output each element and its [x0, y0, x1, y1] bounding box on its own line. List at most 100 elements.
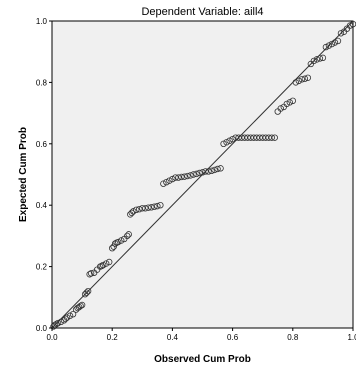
data-point-24	[99, 261, 107, 269]
x-axis: 0.0 0.2 0.4 0.6 0.8 1.0	[46, 328, 356, 342]
y-axis: 0.0 0.2 0.4 0.6 0.8 1.0	[36, 17, 52, 333]
y-axis-title: Expected Cum Prob	[18, 127, 29, 222]
data-point-32	[118, 237, 125, 244]
data-point-40	[136, 205, 143, 213]
data-point-90	[286, 99, 293, 106]
data-point-69	[223, 139, 230, 146]
data-point-44	[148, 204, 155, 211]
data-point-35	[125, 231, 132, 238]
data-point-34	[124, 232, 131, 240]
data-point-4	[57, 318, 65, 326]
data-point-37	[128, 209, 135, 217]
data-point-25	[102, 260, 110, 267]
data-point-9	[69, 310, 77, 318]
data-point-98	[310, 57, 318, 65]
data-point-101	[319, 54, 327, 62]
chart-title: Dependent Variable: aill4	[141, 6, 263, 18]
data-point-95	[301, 75, 309, 82]
data-point-31	[115, 238, 122, 246]
data-point-18	[86, 271, 93, 278]
data-point-48	[160, 180, 167, 187]
data-point-78	[250, 134, 257, 141]
y-tick-label: 0.8	[36, 78, 48, 87]
y-tick-label: 0.6	[36, 140, 48, 149]
data-point-94	[298, 76, 306, 83]
x-tick-label: 0.6	[227, 333, 239, 342]
data-point-107	[337, 30, 345, 37]
data-point-16	[83, 289, 90, 296]
data-point-79	[253, 134, 260, 141]
data-point-51	[169, 175, 176, 183]
data-point-28	[110, 243, 117, 250]
y-tick-label: 0.2	[36, 263, 48, 272]
data-point-8	[66, 312, 74, 319]
data-point-76	[244, 134, 251, 141]
data-point-83	[265, 134, 272, 141]
data-point-26	[105, 258, 113, 266]
data-point-81	[259, 134, 266, 141]
data-point-104	[328, 40, 336, 48]
data-point-56	[184, 172, 191, 180]
x-axis-title: Observed Cum Prob	[154, 354, 251, 365]
data-point-70	[226, 137, 233, 144]
data-point-103	[325, 42, 333, 49]
y-tick-label: 0.4	[36, 201, 48, 210]
data-point-62	[202, 168, 209, 175]
data-point-50	[166, 177, 173, 184]
data-point-82	[262, 134, 269, 141]
data-point-73	[235, 134, 242, 141]
data-point-13	[77, 302, 84, 310]
data-point-92	[292, 79, 300, 86]
data-point-110	[346, 22, 354, 29]
reference-line	[51, 20, 354, 329]
data-point-55	[181, 173, 188, 180]
data-point-99	[313, 56, 321, 63]
data-point-74	[238, 134, 245, 141]
data-point-106	[334, 37, 342, 45]
data-point-42	[142, 205, 149, 212]
data-point-59	[193, 170, 200, 178]
data-point-45	[151, 203, 158, 210]
x-tick-label: 0.8	[287, 333, 299, 342]
data-point-87	[277, 105, 284, 112]
y-tick-label: 0.0	[36, 324, 48, 333]
data-point-91	[289, 97, 296, 105]
x-tick-label: 1.0	[347, 333, 356, 342]
x-tick-label: 0.0	[46, 333, 58, 342]
data-point-60	[196, 169, 203, 177]
x-tick-label: 0.2	[107, 333, 119, 342]
data-point-89	[283, 100, 290, 108]
data-point-46	[154, 202, 161, 210]
data-points	[50, 20, 356, 330]
y-tick-label: 1.0	[36, 17, 48, 26]
data-point-39	[133, 206, 140, 214]
data-point-41	[139, 205, 146, 212]
data-point-96	[304, 74, 312, 81]
data-point-75	[241, 134, 248, 141]
data-point-93	[295, 77, 303, 85]
data-point-38	[130, 208, 137, 215]
data-point-17	[84, 287, 92, 295]
data-point-85	[271, 134, 278, 141]
data-point-77	[247, 134, 254, 141]
data-point-100	[316, 55, 324, 62]
data-point-3	[54, 319, 62, 327]
data-point-65	[211, 166, 218, 174]
data-point-54	[178, 173, 185, 181]
data-point-105	[331, 39, 339, 46]
data-point-47	[157, 201, 164, 209]
data-point-63	[205, 168, 212, 175]
data-point-61	[199, 169, 206, 176]
data-point-58	[190, 171, 197, 178]
data-point-102	[322, 43, 330, 51]
data-point-57	[187, 172, 194, 179]
data-point-84	[268, 134, 275, 141]
data-point-27	[108, 244, 116, 252]
data-point-68	[220, 140, 227, 147]
data-point-67	[217, 165, 224, 172]
data-point-6	[62, 315, 69, 322]
data-point-80	[256, 134, 263, 141]
data-point-64	[208, 167, 215, 175]
data-point-66	[214, 165, 221, 173]
